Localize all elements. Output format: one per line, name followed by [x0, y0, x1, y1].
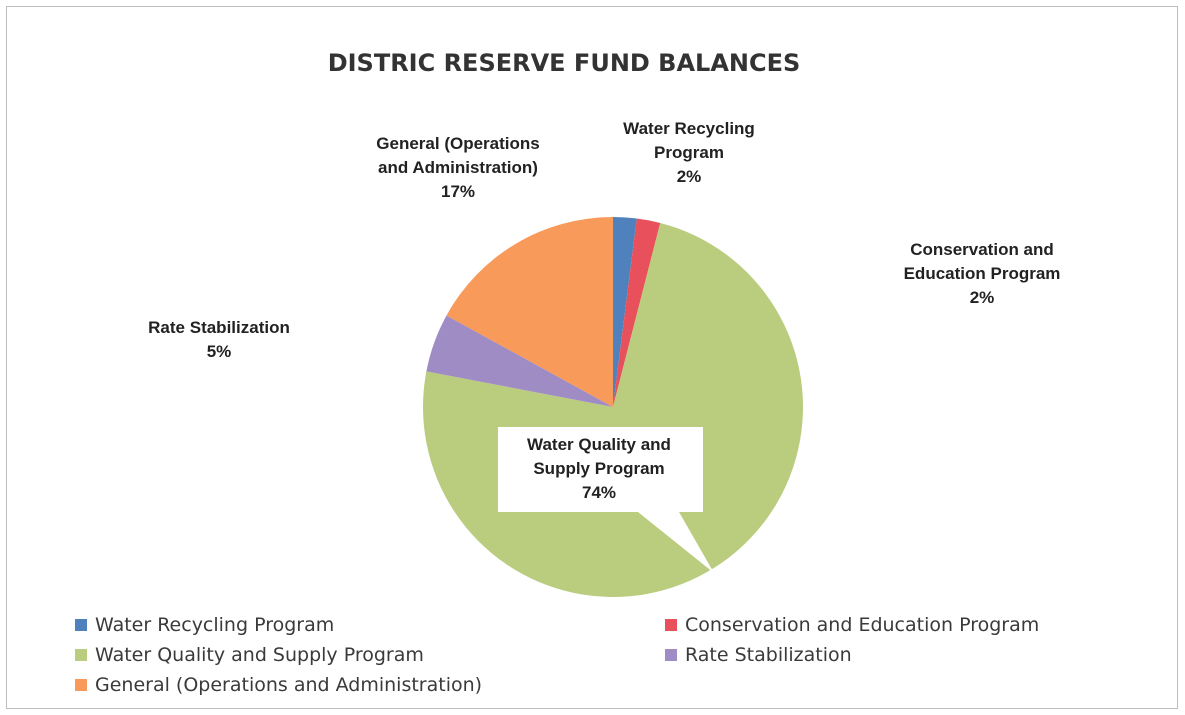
pie-slice-rate-stabilization	[426, 315, 613, 407]
pie-chart: DISTRIC RESERVE FUND BALANCES Water Recy…	[75, 49, 1060, 696]
data-label-water-quality-and-supply-program: Water Quality and Supply Program 74%	[527, 435, 671, 502]
data-label-general-operations-and-administration: General (Operations and Administration) 17…	[376, 134, 539, 201]
legend-item-conservation-and-education-program: Conservation and Education Program	[665, 614, 1039, 636]
legend: Water Recycling Program Conservation and …	[75, 614, 1039, 696]
legend-item-rate-stabilization: Rate Stabilization	[665, 644, 852, 666]
data-label-rate-stabilization: Rate Stabilization 5%	[148, 318, 290, 361]
legend-item-general-operations-and-administration: General (Operations and Administration)	[75, 674, 482, 696]
data-labels: Water Recycling Program 2% Conservation and…	[148, 119, 1060, 502]
legend-swatch	[75, 649, 87, 661]
legend-swatch	[75, 619, 87, 631]
legend-label: Water Quality and Supply Program	[95, 644, 424, 666]
legend-label: Water Recycling Program	[95, 614, 334, 636]
legend-swatch	[665, 619, 677, 631]
pie-slice-water-recycling-program	[613, 217, 637, 407]
chart-area: DISTRIC RESERVE FUND BALANCES Water Recy…	[6, 6, 1178, 709]
pie-slices	[423, 217, 803, 598]
legend-swatch	[75, 679, 87, 691]
callout-box	[498, 427, 714, 573]
legend-label: General (Operations and Administration)	[95, 674, 482, 696]
legend-item-water-quality-and-supply-program: Water Quality and Supply Program	[75, 644, 424, 666]
legend-label: Conservation and Education Program	[685, 614, 1039, 636]
pie-slice-general-operations-and-administration	[446, 217, 613, 407]
chart-title: DISTRIC RESERVE FUND BALANCES	[328, 49, 801, 77]
data-label-callout	[498, 427, 714, 573]
legend-item-water-recycling-program: Water Recycling Program	[75, 614, 334, 636]
data-label-conservation-and-education-program: Conservation and Education Program 2%	[904, 240, 1061, 307]
pie-slice-conservation-and-education-program	[613, 218, 661, 407]
data-label-water-recycling-program: Water Recycling Program 2%	[623, 119, 755, 186]
legend-swatch	[665, 649, 677, 661]
legend-label: Rate Stabilization	[685, 644, 852, 666]
